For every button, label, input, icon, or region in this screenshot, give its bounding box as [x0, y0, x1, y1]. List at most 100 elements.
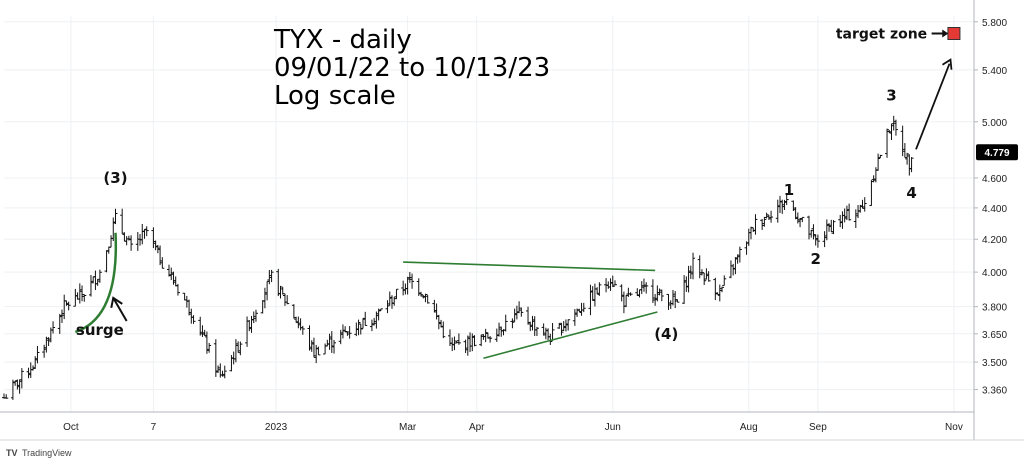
ohlc-bar — [385, 300, 390, 314]
ohlc-bar — [479, 334, 484, 347]
annotation-label: target zone — [836, 27, 927, 43]
x-tick-label: Nov — [945, 422, 963, 433]
y-tick-label: 5.800 — [982, 18, 1007, 29]
ohlc-bar — [563, 319, 568, 332]
ohlc-bar — [151, 227, 156, 249]
annotation-label: 1 — [784, 181, 794, 199]
surge-curve — [74, 232, 118, 334]
ohlc-bar — [113, 208, 118, 225]
ohlc-bar — [311, 337, 316, 358]
ohlc-bar — [844, 205, 849, 221]
ohlc-bar — [126, 235, 131, 241]
ohlc-bar — [309, 340, 314, 352]
ohlc-bar — [876, 153, 881, 171]
ohlc-bar — [655, 285, 660, 302]
ohlc-bar — [503, 314, 508, 332]
ohlc-bar — [612, 280, 617, 286]
ohlc-bar — [30, 365, 35, 371]
ohlc-bar — [35, 345, 40, 364]
ohlc-bar — [376, 308, 381, 321]
ohlc-bar — [842, 208, 847, 223]
ohlc-bar — [682, 275, 687, 304]
ohlc-bar — [17, 379, 22, 394]
x-tick-label: Sep — [809, 422, 827, 433]
brand-label: TradingView — [22, 448, 72, 458]
ohlc-bar — [88, 274, 93, 297]
ohlc-bar — [557, 323, 562, 329]
ohlc-bar — [530, 315, 535, 331]
x-tick-label: Mar — [399, 422, 417, 433]
annotation-label: 4 — [906, 184, 916, 202]
ohlc-bar — [512, 308, 517, 322]
ohlc-bar — [813, 234, 818, 246]
brand-footer: TV TradingView — [6, 448, 72, 458]
ohlc-bar — [378, 308, 383, 311]
ohlc-bar — [425, 295, 430, 304]
ohlc-bar — [267, 270, 272, 285]
ohlc-bar — [702, 272, 707, 286]
ohlc-bar — [213, 339, 218, 377]
y-tick-label: 4.000 — [982, 268, 1007, 279]
ohlc-bar — [454, 340, 459, 344]
ohlc-bar — [97, 269, 102, 283]
price-bars — [2, 115, 914, 400]
ohlc-bar — [597, 282, 602, 296]
surge-arrow-head — [110, 296, 123, 309]
ohlc-bar — [15, 379, 20, 390]
ohlc-bar — [19, 368, 24, 389]
ohlc-bar — [778, 195, 782, 214]
ohlc-bar — [142, 229, 147, 239]
title-line: Log scale — [274, 81, 396, 111]
ohlc-bar — [822, 231, 827, 248]
ohlc-bar — [673, 291, 678, 309]
ohlc-bar — [338, 329, 343, 345]
ohlc-bar — [361, 317, 366, 329]
ohlc-bar — [202, 329, 207, 337]
ohlc-bar — [641, 278, 646, 292]
ohlc-bar — [572, 309, 577, 326]
ohlc-bar — [13, 380, 18, 386]
ohlc-bar — [697, 255, 702, 279]
target-arrow-head — [942, 29, 949, 38]
ohlc-bar — [452, 336, 457, 351]
ohlc-bar — [688, 265, 693, 279]
y-tick-label: 3.650 — [982, 330, 1007, 341]
annotations-layer: (3) surge 1 2 3 4 (4) target zone — [74, 27, 961, 360]
ohlc-bar — [191, 315, 196, 324]
ohlc-bar — [158, 245, 163, 266]
ohlc-bar — [175, 283, 180, 296]
ohlc-bar — [369, 319, 374, 332]
ohlc-bar — [332, 339, 337, 354]
ohlc-bar — [472, 335, 477, 347]
ohlc-bar — [200, 325, 205, 337]
ohlc-bar — [470, 333, 475, 352]
ohlc-bar — [10, 379, 15, 400]
ohlc-bar — [735, 254, 740, 264]
ohlc-bar — [791, 200, 796, 211]
ohlc-bar — [387, 291, 392, 306]
ohlc-bar — [619, 284, 624, 302]
ohlc-bar — [356, 319, 361, 336]
y-tick-label: 4.400 — [982, 204, 1007, 215]
ohlc-bar — [253, 309, 258, 322]
ohlc-bar — [57, 313, 62, 334]
ohlc-bar — [526, 306, 531, 325]
ohlc-bar — [733, 257, 738, 275]
ohlc-bar — [559, 322, 564, 336]
last-price-badge — [976, 144, 1018, 161]
ohlc-bar — [236, 341, 241, 353]
ohlc-bar — [222, 365, 227, 379]
ohlc-bar — [167, 264, 172, 277]
ohlc-bar — [581, 302, 586, 313]
ohlc-bar — [307, 325, 312, 351]
ohlc-bar — [300, 325, 305, 335]
x-tick-label: 7 — [151, 422, 157, 433]
ohlc-bar — [497, 322, 502, 337]
x-tick-label: Aug — [740, 422, 758, 433]
ohlc-bar — [238, 341, 243, 356]
ohlc-bar — [666, 293, 671, 310]
y-tick-label: 3.360 — [982, 386, 1007, 397]
ohlc-bar — [798, 217, 803, 228]
ohlc-bar — [187, 299, 192, 316]
